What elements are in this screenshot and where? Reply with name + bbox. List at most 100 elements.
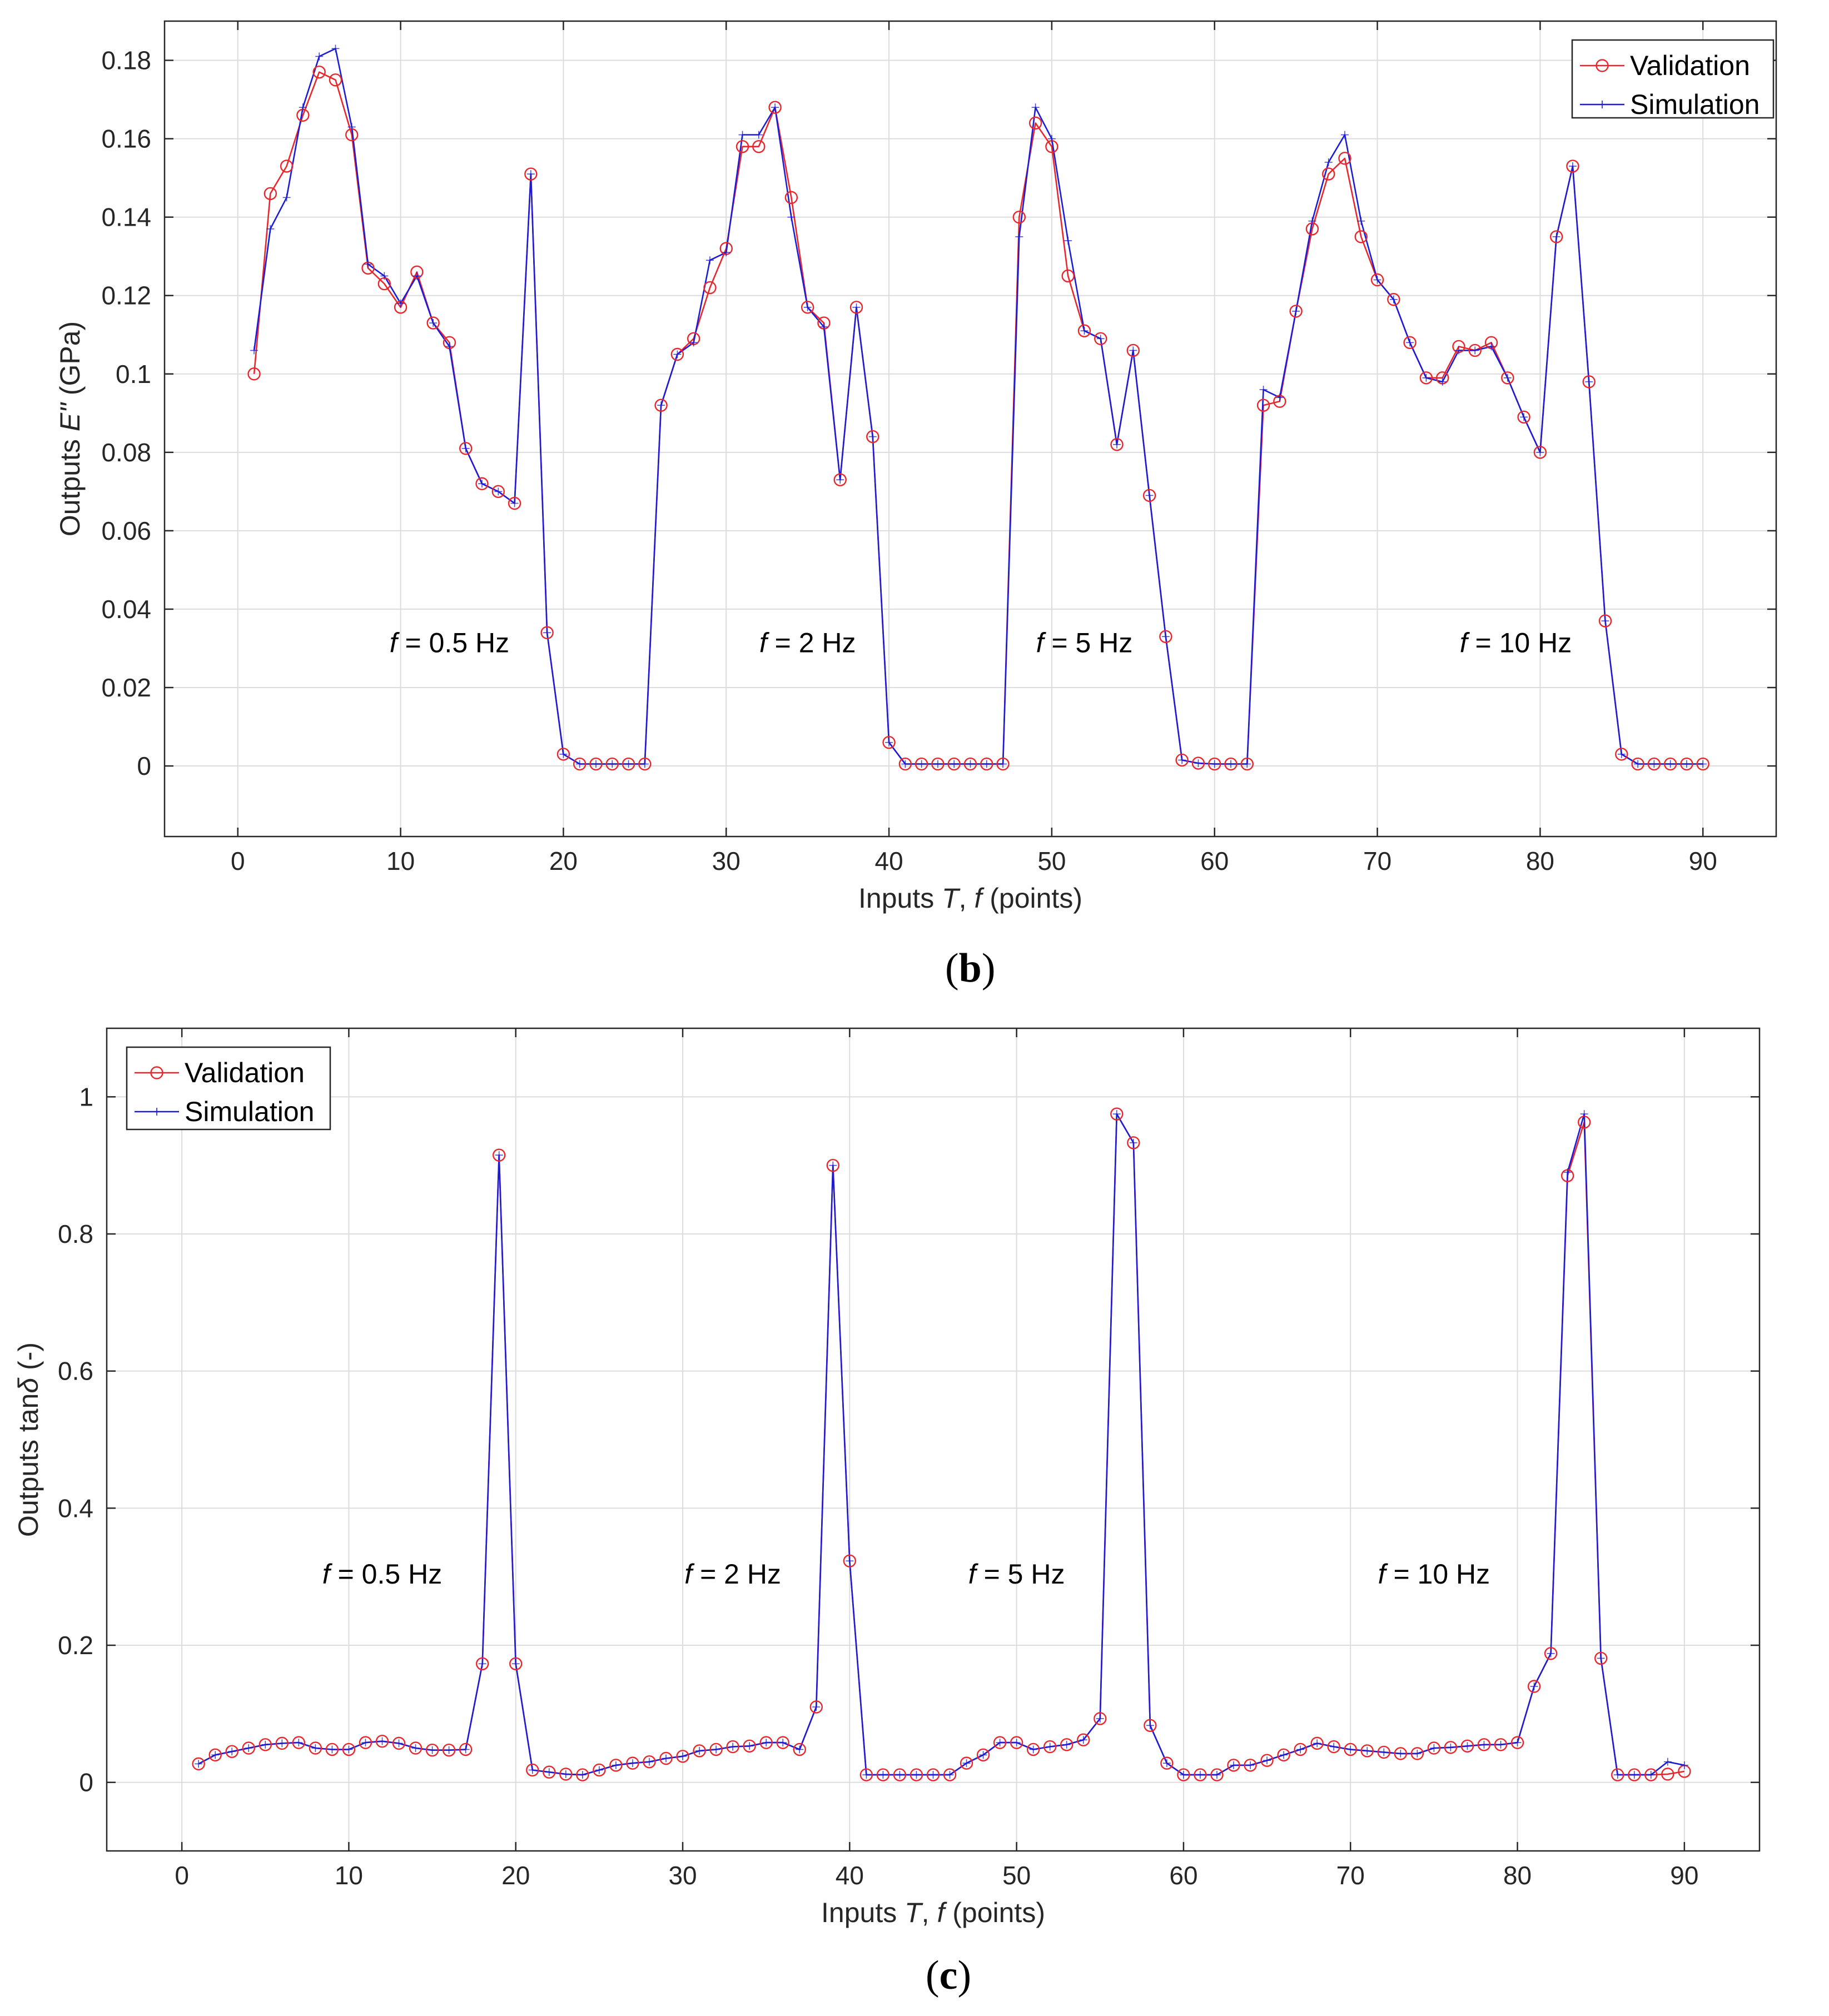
frequency-annotation: f = 10 Hz xyxy=(1378,1559,1490,1590)
y-tick-label: 0.16 xyxy=(101,125,151,153)
data-point-simulation xyxy=(1357,217,1365,225)
data-point-simulation xyxy=(946,1771,954,1779)
data-point-validation xyxy=(1240,757,1254,771)
data-point-simulation xyxy=(278,1739,286,1748)
data-point-simulation xyxy=(852,303,861,311)
data-point-validation xyxy=(726,1740,739,1754)
y-tick-label: 0.6 xyxy=(58,1357,93,1386)
data-point-simulation xyxy=(982,760,991,768)
data-point-validation xyxy=(425,1743,439,1757)
data-point-validation xyxy=(976,1748,990,1762)
data-point-simulation xyxy=(1145,491,1154,500)
data-point-validation xyxy=(1444,1741,1458,1754)
plot-area xyxy=(107,1028,1760,1851)
data-point-simulation xyxy=(745,1742,754,1750)
data-point-simulation xyxy=(1213,1771,1221,1779)
frequency-annotation: f = 2 Hz xyxy=(759,628,856,659)
data-point-simulation xyxy=(836,476,844,484)
data-point-simulation xyxy=(819,323,828,331)
data-point-simulation xyxy=(412,272,421,280)
data-point-simulation xyxy=(901,760,909,768)
y-tick-label: 0.18 xyxy=(101,46,151,75)
x-tick-label: 30 xyxy=(712,847,740,875)
data-point-simulation xyxy=(261,1740,270,1749)
data-point-validation xyxy=(784,191,798,205)
data-point-simulation xyxy=(395,1739,403,1748)
data-point-simulation xyxy=(1630,1771,1638,1779)
data-point-validation xyxy=(709,1743,723,1756)
x-tick-label: 20 xyxy=(501,1861,530,1890)
data-point-validation xyxy=(1680,757,1693,771)
data-point-simulation xyxy=(738,131,747,139)
data-point-simulation xyxy=(612,1761,620,1769)
data-point-validation xyxy=(843,1554,857,1567)
data-point-validation xyxy=(866,430,879,444)
data-point-validation xyxy=(735,140,749,153)
data-point-simulation xyxy=(1046,1743,1054,1751)
data-point-simulation xyxy=(1015,232,1023,241)
y-tick-label: 0.08 xyxy=(101,438,151,467)
data-point-simulation xyxy=(1259,385,1268,394)
data-point-simulation xyxy=(1275,394,1284,402)
data-point-validation xyxy=(589,757,603,771)
data-point-validation xyxy=(329,73,342,87)
data-point-validation xyxy=(1077,324,1091,337)
data-point-simulation xyxy=(1471,346,1479,355)
data-point-validation xyxy=(1026,1743,1040,1756)
data-point-simulation xyxy=(1430,1744,1438,1752)
data-point-simulation xyxy=(592,760,600,768)
data-point-simulation xyxy=(1547,1649,1555,1657)
data-point-simulation xyxy=(689,339,698,347)
y-tick-label: 0.8 xyxy=(58,1219,93,1248)
data-point-simulation xyxy=(1634,760,1642,768)
data-point-validation xyxy=(1387,293,1400,306)
data-point-simulation xyxy=(1422,374,1430,382)
data-point-simulation xyxy=(712,1745,720,1754)
x-tick-label: 10 xyxy=(335,1861,363,1890)
data-point-validation xyxy=(801,301,814,314)
data-point-validation xyxy=(1631,757,1644,771)
x-tick-label: 30 xyxy=(668,1861,697,1890)
legend-label-validation: Validation xyxy=(1630,50,1750,81)
data-point-simulation xyxy=(1113,440,1121,449)
data-point-simulation xyxy=(1096,335,1105,343)
y-tick-label: 0.2 xyxy=(58,1631,93,1660)
data-point-simulation xyxy=(862,1771,871,1779)
data-point-simulation xyxy=(1112,1110,1121,1118)
data-point-validation xyxy=(392,1736,406,1750)
data-point-simulation xyxy=(1227,760,1235,768)
data-point-validation xyxy=(1060,1738,1073,1751)
data-point-validation xyxy=(1144,1719,1157,1733)
data-point-simulation xyxy=(1243,760,1251,768)
data-point-simulation xyxy=(1373,276,1381,284)
data-point-simulation xyxy=(645,1758,653,1766)
data-point-validation xyxy=(1501,371,1514,385)
data-point-validation xyxy=(1244,1759,1257,1772)
data-point-simulation xyxy=(511,1660,520,1668)
data-point-validation xyxy=(993,1736,1007,1749)
data-point-validation xyxy=(1663,757,1677,771)
data-point-validation xyxy=(225,1745,238,1758)
frequency-annotation: f = 5 Hz xyxy=(968,1559,1065,1590)
data-point-validation xyxy=(259,1738,272,1751)
data-point-validation xyxy=(752,140,766,153)
data-point-validation xyxy=(524,167,538,181)
data-point-simulation xyxy=(879,1771,887,1779)
data-point-simulation xyxy=(245,1744,253,1752)
data-point-validation xyxy=(833,473,847,486)
data-point-simulation xyxy=(1463,1742,1472,1750)
data-point-simulation xyxy=(1580,1110,1588,1118)
data-point-validation xyxy=(1077,1733,1090,1746)
data-point-validation xyxy=(556,748,570,761)
data-point-simulation xyxy=(1280,1751,1288,1759)
data-point-validation xyxy=(776,1736,789,1749)
data-point-simulation xyxy=(896,1771,904,1779)
data-point-simulation xyxy=(803,303,812,311)
data-point-simulation xyxy=(510,499,519,507)
data-point-validation xyxy=(1010,1736,1023,1749)
data-point-simulation xyxy=(228,1748,236,1756)
data-point-validation xyxy=(996,757,1010,771)
data-point-simulation xyxy=(211,1751,220,1759)
data-point-simulation xyxy=(1263,1756,1271,1765)
chart-panel-b: 0 10 20 30 40 50 60 70 80 90 0 0.02 0.04 0.06 0.08 0.1 0… xyxy=(0,0,1829,1000)
